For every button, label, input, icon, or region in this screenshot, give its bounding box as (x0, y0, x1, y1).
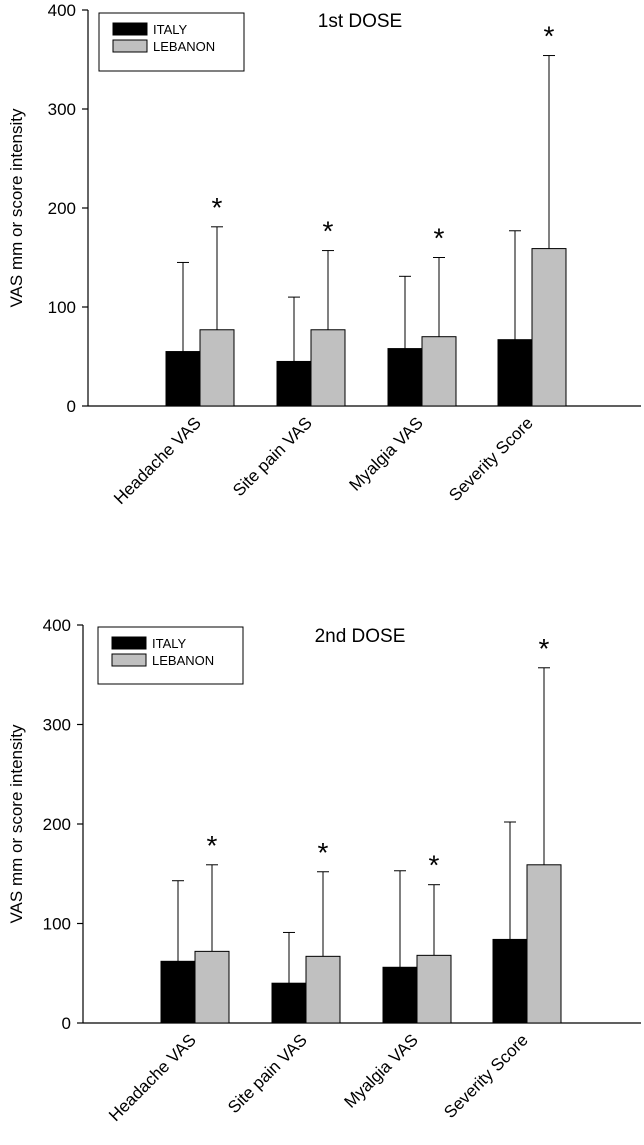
bar-lebanon (421, 336, 457, 407)
bar-lebanon (310, 329, 346, 407)
bar-italy (271, 982, 307, 1024)
y-tick-label: 200 (48, 199, 76, 218)
significance-star: * (429, 850, 440, 881)
category-label: Myalgia VAS (340, 1030, 421, 1111)
legend-label-lebanon: LEBANON (152, 653, 214, 668)
y-tick-label: 200 (43, 815, 71, 834)
significance-star: * (207, 830, 218, 861)
y-tick-label: 0 (62, 1014, 71, 1033)
chart-title: 1st DOSE (318, 11, 402, 32)
bar-lebanon (416, 954, 452, 1024)
y-tick-label: 300 (48, 100, 76, 119)
bar-italy (382, 966, 418, 1024)
y-tick-label: 0 (67, 397, 76, 416)
y-tick-label: 300 (43, 716, 71, 735)
y-tick-label: 100 (48, 298, 76, 317)
category-label: Severity Score (440, 1030, 532, 1122)
bar-italy (160, 960, 196, 1024)
bar-lebanon (194, 950, 230, 1024)
category-label: Headache VAS (105, 1030, 200, 1125)
significance-star: * (318, 837, 329, 868)
significance-star: * (539, 633, 550, 664)
legend-label-lebanon: LEBANON (153, 39, 215, 54)
significance-star: * (323, 216, 334, 247)
chart-panel-1: 0 100 200 300 400 VAS mm or score intensity 1s… (7, 1, 641, 508)
legend-swatch-lebanon (112, 39, 148, 53)
bar-italy (387, 348, 423, 407)
bar-italy (492, 938, 528, 1024)
bar-italy (276, 360, 312, 407)
legend: ITALY LEBANON (98, 12, 245, 72)
category-label: Severity Score (445, 413, 537, 505)
chart-panel-2: 0 100 200 300 400 VAS mm or score intensity 2n… (7, 616, 641, 1125)
y-axis-label: VAS mm or score intensity (7, 108, 26, 308)
bar-lebanon (531, 248, 567, 407)
significance-star: * (434, 223, 445, 254)
y-tick-label: 400 (48, 1, 76, 20)
y-axis-label: VAS mm or score intensity (7, 724, 26, 924)
significance-star: * (544, 21, 555, 52)
category-label: Headache VAS (110, 413, 205, 508)
y-tick-label: 100 (43, 915, 71, 934)
bar-lebanon (305, 955, 341, 1024)
bar-lebanon (199, 329, 235, 407)
legend: ITALY LEBANON (97, 626, 244, 685)
y-tick-label: 400 (43, 616, 71, 635)
chart-title: 2nd DOSE (315, 626, 406, 647)
legend-swatch-italy (111, 636, 147, 650)
bar-italy (165, 351, 201, 407)
legend-swatch-lebanon (111, 653, 147, 667)
bar-lebanon (526, 864, 562, 1024)
significance-star: * (212, 192, 223, 223)
legend-label-italy: ITALY (153, 22, 188, 37)
legend-swatch-italy (112, 22, 148, 36)
bar-italy (497, 339, 533, 407)
legend-label-italy: ITALY (152, 636, 187, 651)
category-label: Myalgia VAS (345, 413, 426, 494)
category-label: Site pain VAS (229, 413, 316, 500)
category-label: Site pain VAS (224, 1030, 311, 1117)
